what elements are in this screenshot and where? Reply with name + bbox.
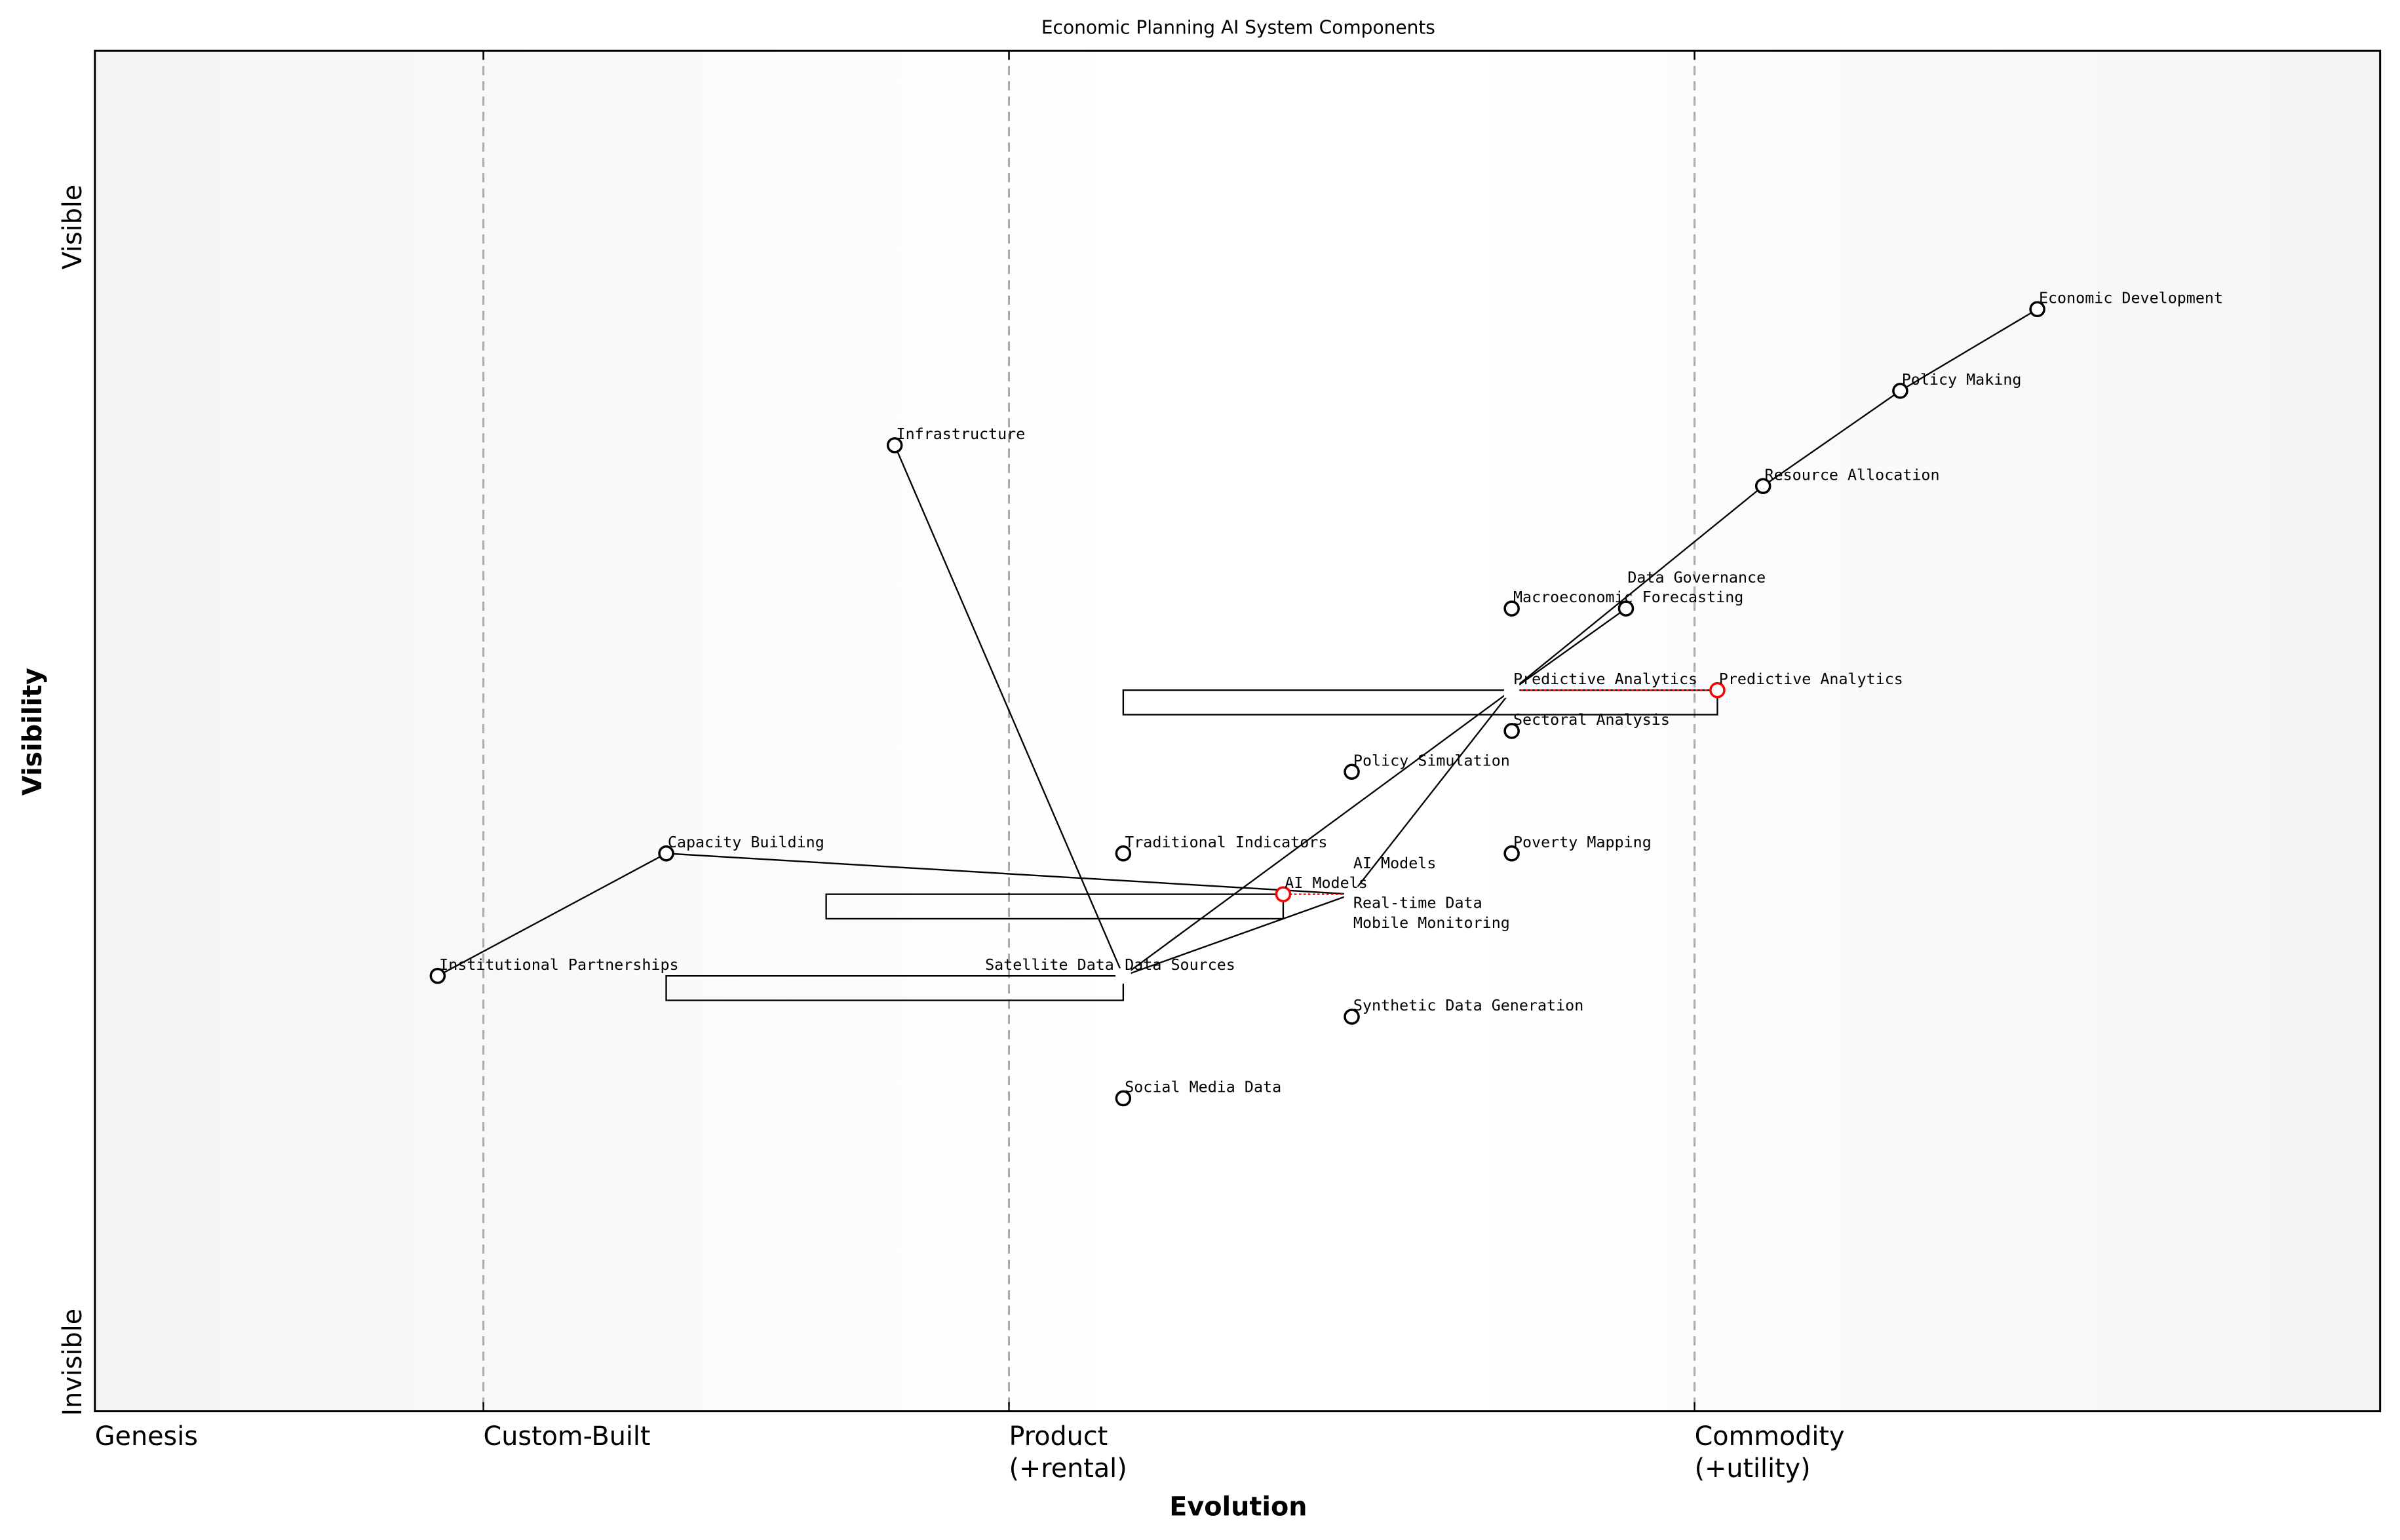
component-marker (1344, 763, 1360, 780)
plot-background (94, 50, 2380, 1412)
component-marker (429, 967, 446, 984)
pipeline-box (825, 893, 1285, 920)
component-label: Policy Making (1902, 370, 2022, 389)
link-line (1123, 893, 1352, 977)
link-line (1511, 607, 1627, 691)
component-mask (1344, 886, 1360, 902)
component-mask (1115, 968, 1131, 984)
component-label: Real-time Data (1353, 894, 1482, 912)
component-marker (1503, 845, 1520, 862)
link-line (437, 853, 667, 977)
component-label: Mobile Monitoring (1353, 914, 1510, 932)
component-marker (1503, 600, 1520, 617)
component-marker (1617, 600, 1635, 617)
pipeline-box (1122, 689, 1718, 716)
x-stage-label: Commodity (1695, 1421, 1845, 1452)
component-label: Data Sources (1125, 955, 1235, 974)
chart-title: Economic Planning AI System Components (1041, 17, 1435, 39)
component-label: Capacity Building (668, 833, 824, 851)
component-label: Traditional Indicators (1125, 833, 1327, 851)
link-line (894, 444, 1124, 976)
x-stage-label: Custom-Built (484, 1421, 651, 1452)
component-label: Sectoral Analysis (1513, 710, 1670, 729)
evolved-component-marker (1275, 886, 1292, 902)
y-label-visible: Visible (58, 185, 88, 270)
component-marker (1115, 845, 1132, 862)
component-label: Satellite Data (985, 955, 1114, 974)
component-label: Social Media Data (1125, 1078, 1281, 1096)
component-label: Policy Simulation (1353, 751, 1510, 769)
component-marker (2029, 301, 2045, 318)
component-label: Economic Development (2039, 288, 2223, 307)
evolved-component-marker (1709, 682, 1726, 699)
x-stage-sublabel: (+utility) (1695, 1453, 1811, 1484)
component-label: AI Models (1353, 854, 1437, 872)
evolved-component-label: Predictive Analytics (1719, 670, 1903, 688)
component-marker (886, 437, 903, 453)
component-mask (1503, 682, 1520, 698)
link-line (1762, 390, 1901, 487)
x-stage-label: Product (1009, 1421, 1108, 1452)
link-line (666, 853, 1352, 895)
component-label: Predictive Analytics (1513, 670, 1697, 688)
x-stage-sublabel: (+rental) (1009, 1453, 1127, 1484)
component-marker (1503, 723, 1520, 739)
component-label: Macroeconomic Forecasting (1513, 588, 1743, 606)
plot-frame (94, 49, 2382, 1413)
component-label: Data Governance (1627, 568, 1766, 587)
pipeline-box (665, 974, 1125, 1001)
x-stage-label: Genesis (95, 1421, 198, 1452)
component-label: Resource Allocation (1765, 465, 1940, 484)
component-marker (1892, 383, 1908, 399)
component-label: Poverty Mapping (1513, 833, 1652, 851)
link-line (1123, 689, 1513, 977)
component-marker (658, 845, 674, 862)
link-line (1899, 308, 2038, 392)
component-marker (1115, 1090, 1132, 1107)
link-line (1511, 485, 1764, 691)
component-label: Institutional Partnerships (439, 955, 678, 974)
component-label: Infrastructure (897, 425, 1026, 443)
y-label-invisible: Invisible (58, 1309, 88, 1416)
component-label: Synthetic Data Generation (1353, 996, 1583, 1014)
evolved-component-label: AI Models (1285, 874, 1368, 892)
component-marker (1344, 1009, 1360, 1025)
y-axis-title: Visibility (18, 668, 48, 796)
x-axis-title: Evolution (1169, 1492, 1307, 1522)
link-line (1351, 689, 1513, 895)
component-marker (1754, 478, 1771, 494)
